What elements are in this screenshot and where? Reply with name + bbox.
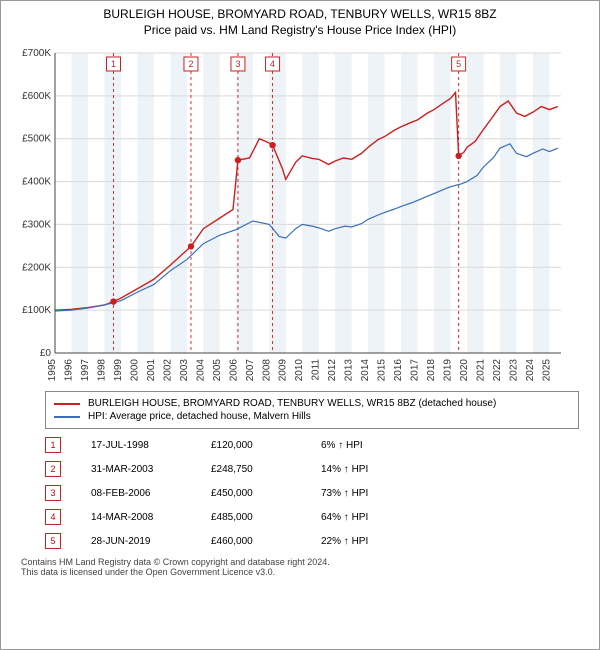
svg-text:4: 4	[270, 59, 275, 69]
svg-text:2017: 2017	[410, 359, 421, 382]
legend-label: HPI: Average price, detached house, Malv…	[88, 411, 311, 422]
svg-text:2001: 2001	[146, 359, 157, 382]
svg-text:2022: 2022	[492, 359, 503, 382]
svg-text:2020: 2020	[459, 359, 470, 382]
svg-text:2007: 2007	[245, 359, 256, 382]
footer-line1: Contains HM Land Registry data © Crown c…	[21, 557, 579, 567]
legend-swatch	[54, 416, 80, 418]
svg-text:2003: 2003	[179, 359, 190, 382]
transaction-row: 3 08-FEB-2006 £450,000 73% ↑ HPI	[45, 485, 579, 501]
title-block: BURLEIGH HOUSE, BROMYARD ROAD, TENBURY W…	[1, 1, 599, 39]
svg-text:£500K: £500K	[22, 134, 51, 145]
transaction-date: 31-MAR-2003	[91, 464, 181, 475]
transaction-marker: 2	[45, 461, 61, 477]
legend-swatch	[54, 403, 80, 405]
transaction-date: 14-MAR-2008	[91, 512, 181, 523]
transaction-pct: 73% ↑ HPI	[321, 488, 411, 499]
svg-text:2018: 2018	[426, 359, 437, 382]
transaction-marker: 3	[45, 485, 61, 501]
legend-row: BURLEIGH HOUSE, BROMYARD ROAD, TENBURY W…	[54, 398, 570, 409]
svg-text:1995: 1995	[47, 359, 58, 382]
transaction-row: 2 31-MAR-2003 £248,750 14% ↑ HPI	[45, 461, 579, 477]
footer-line2: This data is licensed under the Open Gov…	[21, 567, 579, 577]
svg-text:2005: 2005	[212, 359, 223, 382]
chart-container: BURLEIGH HOUSE, BROMYARD ROAD, TENBURY W…	[0, 0, 600, 650]
svg-text:2010: 2010	[294, 359, 305, 382]
transaction-pct: 64% ↑ HPI	[321, 512, 411, 523]
svg-text:1999: 1999	[113, 359, 124, 382]
transactions-table: 1 17-JUL-1998 £120,000 6% ↑ HPI 2 31-MAR-2003…	[45, 437, 579, 549]
transaction-pct: 14% ↑ HPI	[321, 464, 411, 475]
svg-text:1996: 1996	[63, 359, 74, 382]
transaction-marker: 5	[45, 533, 61, 549]
title-main: BURLEIGH HOUSE, BROMYARD ROAD, TENBURY W…	[1, 7, 599, 21]
svg-text:5: 5	[456, 59, 461, 69]
svg-text:2012: 2012	[327, 359, 338, 382]
svg-text:£300K: £300K	[22, 219, 51, 230]
footer-attribution: Contains HM Land Registry data © Crown c…	[21, 557, 579, 577]
legend-row: HPI: Average price, detached house, Malv…	[54, 411, 570, 422]
svg-text:2025: 2025	[541, 359, 552, 382]
svg-text:2008: 2008	[261, 359, 272, 382]
svg-text:2011: 2011	[311, 359, 322, 381]
svg-text:1997: 1997	[80, 359, 91, 382]
transaction-row: 1 17-JUL-1998 £120,000 6% ↑ HPI	[45, 437, 579, 453]
transaction-price: £120,000	[211, 440, 291, 451]
chart-area: £0 £100K £200K £300K £400K £500K £600K £700K 199…	[9, 45, 591, 385]
svg-text:2006: 2006	[228, 359, 239, 382]
svg-text:3: 3	[235, 59, 240, 69]
transaction-price: £450,000	[211, 488, 291, 499]
transaction-date: 08-FEB-2006	[91, 488, 181, 499]
svg-text:1998: 1998	[96, 359, 107, 382]
line-chart-svg: £0 £100K £200K £300K £400K £500K £600K £700K 199…	[9, 45, 569, 385]
transaction-pct: 22% ↑ HPI	[321, 536, 411, 547]
svg-text:2023: 2023	[508, 359, 519, 382]
svg-text:1: 1	[111, 59, 116, 69]
legend-label: BURLEIGH HOUSE, BROMYARD ROAD, TENBURY W…	[88, 398, 496, 409]
svg-text:£100K: £100K	[22, 305, 51, 316]
svg-text:2000: 2000	[129, 359, 140, 382]
svg-text:2002: 2002	[162, 359, 173, 382]
transaction-marker: 4	[45, 509, 61, 525]
svg-text:£600K: £600K	[22, 91, 51, 102]
svg-text:2004: 2004	[195, 359, 206, 382]
svg-text:2016: 2016	[393, 359, 404, 382]
svg-text:2009: 2009	[278, 359, 289, 382]
title-sub: Price paid vs. HM Land Registry's House …	[1, 23, 599, 37]
transaction-pct: 6% ↑ HPI	[321, 440, 411, 451]
svg-text:2: 2	[188, 59, 193, 69]
svg-text:£400K: £400K	[22, 177, 51, 188]
svg-text:2021: 2021	[476, 359, 487, 382]
svg-text:2015: 2015	[377, 359, 388, 382]
legend: BURLEIGH HOUSE, BROMYARD ROAD, TENBURY W…	[45, 391, 579, 429]
transaction-price: £248,750	[211, 464, 291, 475]
transaction-price: £460,000	[211, 536, 291, 547]
transaction-marker: 1	[45, 437, 61, 453]
svg-text:£700K: £700K	[22, 48, 51, 59]
svg-text:2024: 2024	[525, 359, 536, 382]
transaction-row: 4 14-MAR-2008 £485,000 64% ↑ HPI	[45, 509, 579, 525]
transaction-date: 17-JUL-1998	[91, 440, 181, 451]
transaction-row: 5 28-JUN-2019 £460,000 22% ↑ HPI	[45, 533, 579, 549]
svg-text:£200K: £200K	[22, 262, 51, 273]
svg-text:2019: 2019	[443, 359, 454, 382]
svg-text:£0: £0	[40, 348, 52, 359]
svg-text:2013: 2013	[344, 359, 355, 382]
transaction-date: 28-JUN-2019	[91, 536, 181, 547]
transaction-price: £485,000	[211, 512, 291, 523]
svg-text:2014: 2014	[360, 359, 371, 382]
